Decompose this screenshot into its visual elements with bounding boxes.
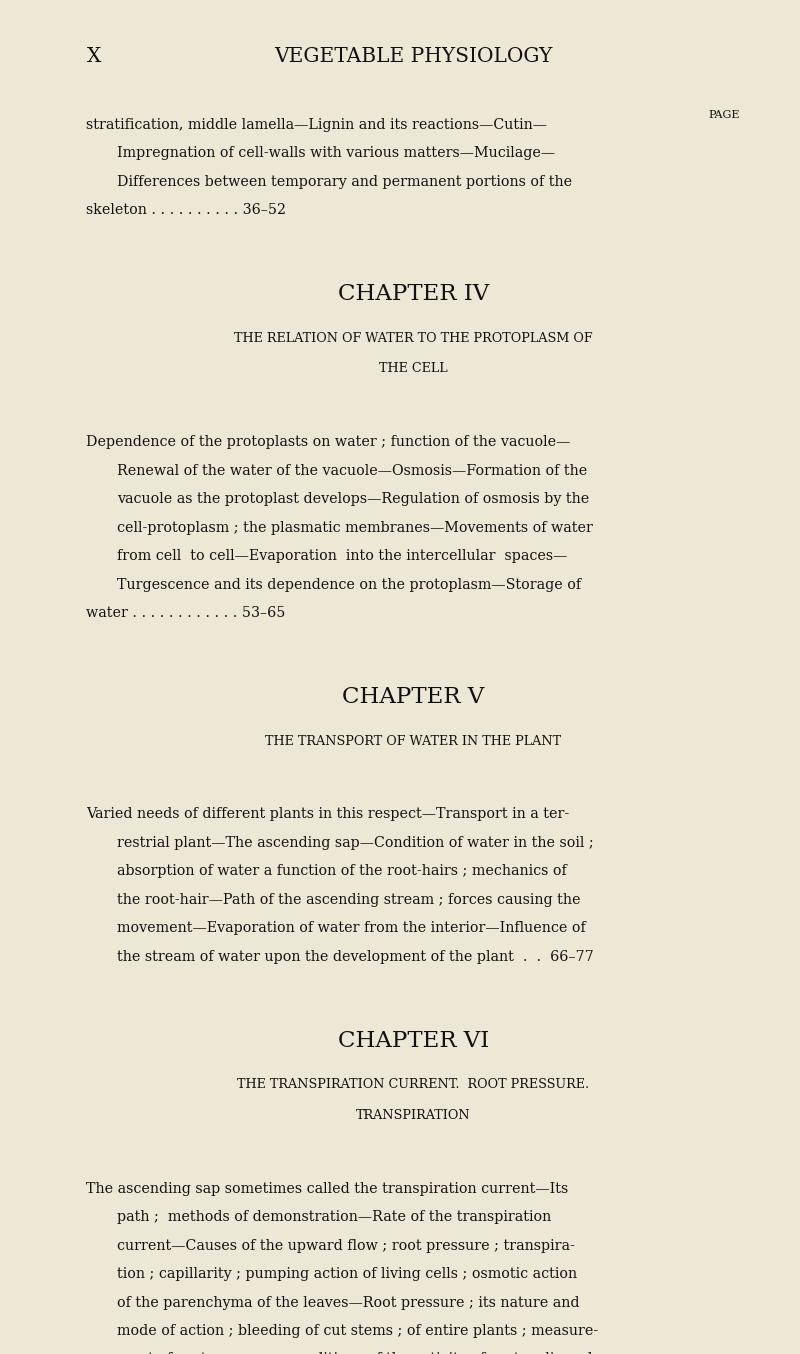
Text: The ascending sap sometimes called the transpiration current—Its: The ascending sap sometimes called the t…	[86, 1182, 569, 1196]
Text: mode of action ; bleeding of cut stems ; of entire plants ; measure-: mode of action ; bleeding of cut stems ;…	[117, 1324, 598, 1338]
Text: TRANSPIRATION: TRANSPIRATION	[356, 1109, 470, 1122]
Text: vacuole as the protoplast develops—Regulation of osmosis by the: vacuole as the protoplast develops—Regul…	[117, 493, 589, 506]
Text: THE TRANSPIRATION CURRENT.  ROOT PRESSURE.: THE TRANSPIRATION CURRENT. ROOT PRESSURE…	[237, 1078, 590, 1091]
Text: THE RELATION OF WATER TO THE PROTOPLASM OF: THE RELATION OF WATER TO THE PROTOPLASM …	[234, 332, 593, 345]
Text: movement—Evaporation of water from the interior—Influence of: movement—Evaporation of water from the i…	[117, 921, 586, 936]
Text: from cell  to cell—Evaporation  into the intercellular  spaces—: from cell to cell—Evaporation into the i…	[117, 550, 567, 563]
Text: THE CELL: THE CELL	[379, 363, 447, 375]
Text: Impregnation of cell-walls with various matters—Mucilage—: Impregnation of cell-walls with various …	[117, 146, 555, 160]
Text: Renewal of the water of the vacuole—Osmosis—Formation of the: Renewal of the water of the vacuole—Osmo…	[117, 464, 587, 478]
Text: VEGETABLE PHYSIOLOGY: VEGETABLE PHYSIOLOGY	[274, 47, 552, 66]
Text: X: X	[86, 47, 101, 66]
Text: restrial plant—The ascending sap—Condition of water in the soil ;: restrial plant—The ascending sap—Conditi…	[117, 835, 594, 850]
Text: Varied needs of different plants in this respect—Transport in a ter-: Varied needs of different plants in this…	[86, 807, 570, 822]
Text: path ;  methods of demonstration—Rate of the transpiration: path ; methods of demonstration—Rate of …	[117, 1210, 551, 1224]
Text: Turgescence and its dependence on the protoplasm—Storage of: Turgescence and its dependence on the pr…	[117, 578, 581, 592]
Text: the stream of water upon the development of the plant  .  .  66–77: the stream of water upon the development…	[117, 949, 594, 964]
Text: current—Causes of the upward flow ; root pressure ; transpira-: current—Causes of the upward flow ; root…	[117, 1239, 574, 1252]
Text: ment of root pressure ; conditions of the activity of roots ; diurnal: ment of root pressure ; conditions of th…	[117, 1353, 592, 1354]
Text: PAGE: PAGE	[709, 110, 740, 119]
Text: of the parenchyma of the leaves—Root pressure ; its nature and: of the parenchyma of the leaves—Root pre…	[117, 1296, 579, 1309]
Text: Differences between temporary and permanent portions of the: Differences between temporary and perman…	[117, 175, 572, 188]
Text: cell-protoplasm ; the plasmatic membranes—Movements of water: cell-protoplasm ; the plasmatic membrane…	[117, 521, 593, 535]
Text: CHAPTER VI: CHAPTER VI	[338, 1029, 489, 1052]
Text: water . . . . . . . . . . . . 53–65: water . . . . . . . . . . . . 53–65	[86, 607, 286, 620]
Text: the root-hair—Path of the ascending stream ; forces causing the: the root-hair—Path of the ascending stre…	[117, 892, 580, 907]
Text: tion ; capillarity ; pumping action of living cells ; osmotic action: tion ; capillarity ; pumping action of l…	[117, 1267, 577, 1281]
Text: skeleton . . . . . . . . . . 36–52: skeleton . . . . . . . . . . 36–52	[86, 203, 286, 217]
Text: CHAPTER IV: CHAPTER IV	[338, 283, 489, 305]
Text: THE TRANSPORT OF WATER IN THE PLANT: THE TRANSPORT OF WATER IN THE PLANT	[265, 735, 562, 747]
Text: CHAPTER V: CHAPTER V	[342, 686, 484, 708]
Text: Dependence of the protoplasts on water ; function of the vacuole—: Dependence of the protoplasts on water ;…	[86, 436, 570, 450]
Text: absorption of water a function of the root-hairs ; mechanics of: absorption of water a function of the ro…	[117, 864, 566, 879]
Text: stratification, middle lamella—Lignin and its reactions—Cutin—: stratification, middle lamella—Lignin an…	[86, 118, 547, 131]
